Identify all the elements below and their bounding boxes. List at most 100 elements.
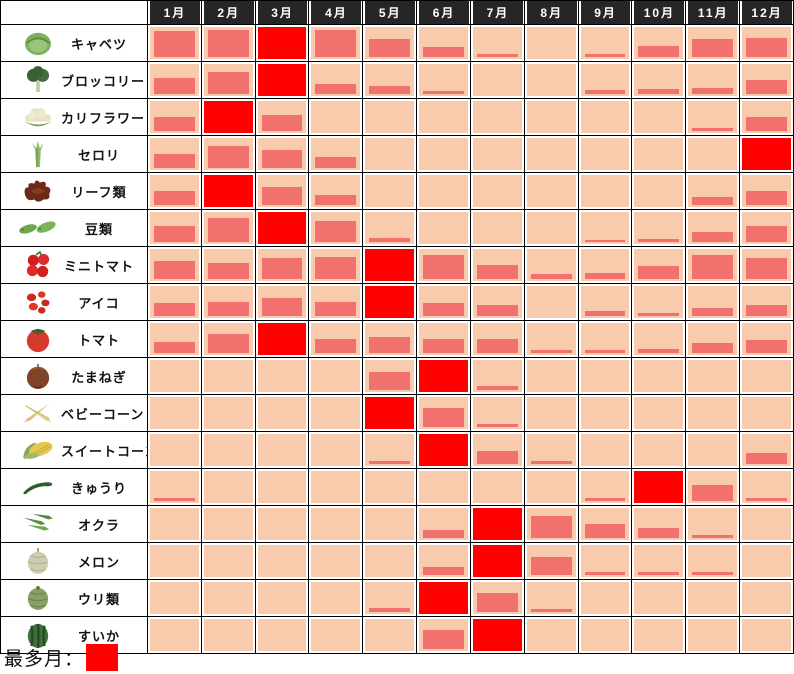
legend-max-swatch <box>86 643 119 671</box>
row-label: カリフラワー <box>61 110 146 126</box>
max-month-fill <box>419 582 468 614</box>
legend: 最多月： <box>4 642 119 672</box>
cell-たまねぎ-8月 <box>524 358 578 394</box>
harvest-bar <box>315 84 357 94</box>
cell-メロン-4月 <box>309 543 363 579</box>
cell-ウリ類-10月 <box>632 580 686 616</box>
row-label: すいか <box>77 628 120 644</box>
cell-豆類-6月 <box>417 210 470 246</box>
harvest-bar <box>584 311 626 316</box>
cell-たまねぎ-2月 <box>201 358 255 394</box>
row-label-cell: たまねぎ <box>1 358 147 394</box>
cell-リーフ類-3月 <box>255 173 309 209</box>
cell-すいか-3月 <box>255 617 309 653</box>
cell-きゅうり-7月 <box>470 469 524 505</box>
cell-オクラ-8月 <box>524 506 578 542</box>
harvest-bar <box>746 37 787 57</box>
harvest-bar <box>207 301 249 316</box>
cell-ブロッコリー-3月 <box>255 62 309 98</box>
cell-きゅうり-2月 <box>201 469 255 505</box>
cell-きゅうり-9月 <box>578 469 632 505</box>
cell-ウリ類-4月 <box>309 580 363 616</box>
cell-キャベツ-3月 <box>255 25 309 61</box>
harvest-bar <box>369 461 411 464</box>
cell-オクラ-3月 <box>255 506 309 542</box>
cell-オクラ-7月 <box>470 506 524 542</box>
harvest-bar <box>476 386 518 390</box>
cell-きゅうり-6月 <box>417 469 470 505</box>
cell-きゅうり-8月 <box>524 469 578 505</box>
max-month-fill <box>365 286 415 318</box>
cell-すいか-2月 <box>201 617 255 653</box>
harvest-bar <box>746 340 787 353</box>
cell-リーフ類-11月 <box>686 173 740 209</box>
max-month-fill <box>634 471 684 503</box>
cell-ベビーコーン-9月 <box>578 395 632 431</box>
cell-豆類-10月 <box>632 210 686 246</box>
cell-メロン-8月 <box>524 543 578 579</box>
cell-ブロッコリー-8月 <box>524 62 578 98</box>
cell-スイートコーン-8月 <box>524 432 578 468</box>
cell-豆類-8月 <box>524 210 578 246</box>
cell-カリフラワー-1月 <box>148 99 201 135</box>
cell-カリフラワー-5月 <box>363 99 417 135</box>
broccoli-icon <box>15 66 61 94</box>
month-header-4: 4月 <box>309 1 363 24</box>
cell-たまねぎ-1月 <box>148 358 201 394</box>
max-month-fill <box>257 323 307 355</box>
okra-icon <box>15 512 61 536</box>
harvest-bar <box>530 557 572 575</box>
row-label: 豆類 <box>84 221 113 237</box>
harvest-bar <box>369 337 411 353</box>
row-label: ミニトマト <box>63 258 134 274</box>
harvest-bar <box>746 190 787 205</box>
cell-ベビーコーン-2月 <box>201 395 255 431</box>
cell-すいか-10月 <box>632 617 686 653</box>
cell-リーフ類-7月 <box>470 173 524 209</box>
harvest-bar <box>154 261 195 279</box>
harvest-bar <box>638 349 680 353</box>
row-label-cell: セロリ <box>1 136 147 172</box>
cell-ミニトマト-12月 <box>740 247 793 283</box>
cell-ブロッコリー-12月 <box>740 62 793 98</box>
harvest-bar <box>692 39 734 57</box>
cell-たまねぎ-7月 <box>470 358 524 394</box>
cell-セロリ-10月 <box>632 136 686 172</box>
harvest-bar <box>584 523 626 538</box>
harvest-bar <box>530 515 572 538</box>
cell-ベビーコーン-3月 <box>255 395 309 431</box>
cell-スイートコーン-9月 <box>578 432 632 468</box>
cell-アイコ-7月 <box>470 284 524 320</box>
cell-ブロッコリー-9月 <box>578 62 632 98</box>
harvest-bar <box>369 86 411 94</box>
cell-すいか-9月 <box>578 617 632 653</box>
cell-スイートコーン-11月 <box>686 432 740 468</box>
cell-豆類-7月 <box>470 210 524 246</box>
harvest-bar <box>261 115 303 131</box>
cell-メロン-12月 <box>740 543 793 579</box>
harvest-bar <box>207 71 249 94</box>
cell-ミニトマト-10月 <box>632 247 686 283</box>
cell-ウリ類-1月 <box>148 580 201 616</box>
cell-メロン-3月 <box>255 543 309 579</box>
cell-ウリ類-5月 <box>363 580 417 616</box>
harvest-bar <box>315 338 357 353</box>
cauliflower-icon <box>15 103 61 131</box>
cell-リーフ類-9月 <box>578 173 632 209</box>
cell-リーフ類-6月 <box>417 173 470 209</box>
cell-ベビーコーン-7月 <box>470 395 524 431</box>
cell-オクラ-1月 <box>148 506 201 542</box>
row-label: ウリ類 <box>77 591 120 607</box>
cell-キャベツ-12月 <box>740 25 793 61</box>
cucumber-icon <box>15 478 61 496</box>
cell-セロリ-1月 <box>148 136 201 172</box>
harvest-bar <box>154 303 195 316</box>
cell-キャベツ-2月 <box>201 25 255 61</box>
harvest-bar <box>476 264 518 279</box>
cell-カリフラワー-10月 <box>632 99 686 135</box>
cell-きゅうり-4月 <box>309 469 363 505</box>
row-label: セロリ <box>77 147 120 163</box>
cell-ベビーコーン-8月 <box>524 395 578 431</box>
cell-すいか-12月 <box>740 617 793 653</box>
cell-トマト-12月 <box>740 321 793 357</box>
